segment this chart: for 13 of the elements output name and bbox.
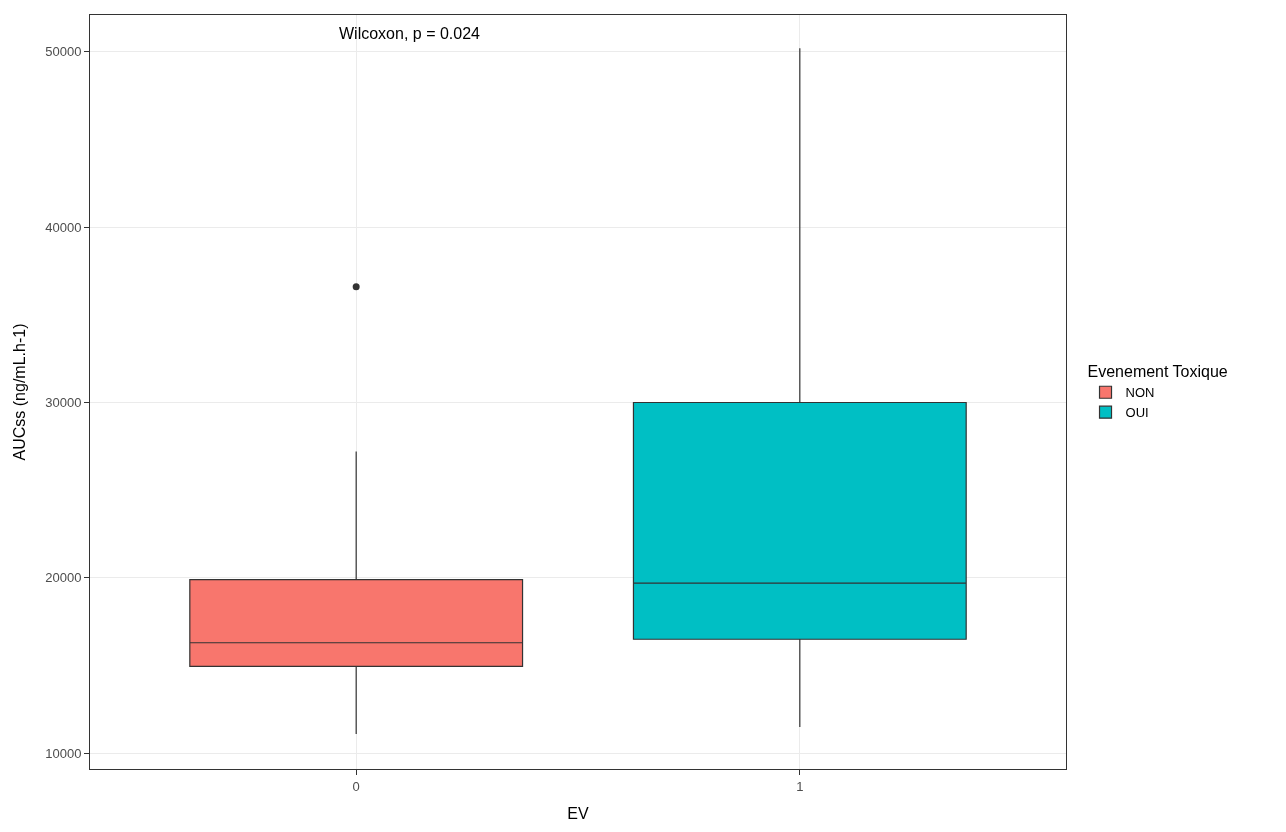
y-axis-title: AUCss (ng/mL.h-1) [11, 323, 29, 461]
x-tick-label: 0 [352, 778, 360, 794]
y-tick-label: 40000 [45, 219, 82, 235]
legend-label: NON [1125, 385, 1155, 401]
annotation: Wilcoxon, p = 0.024 [339, 25, 481, 42]
x-tick-label: 1 [796, 778, 804, 794]
y-tick-label: 10000 [45, 745, 82, 761]
legend-title: Evenement Toxique [1087, 363, 1228, 381]
y-tick-label: 50000 [45, 44, 82, 60]
y-tick-label: 30000 [45, 395, 82, 411]
x-axis-title: EV [567, 805, 589, 823]
y-tick-label: 20000 [45, 570, 82, 586]
legend-label: OUI [1125, 405, 1149, 421]
